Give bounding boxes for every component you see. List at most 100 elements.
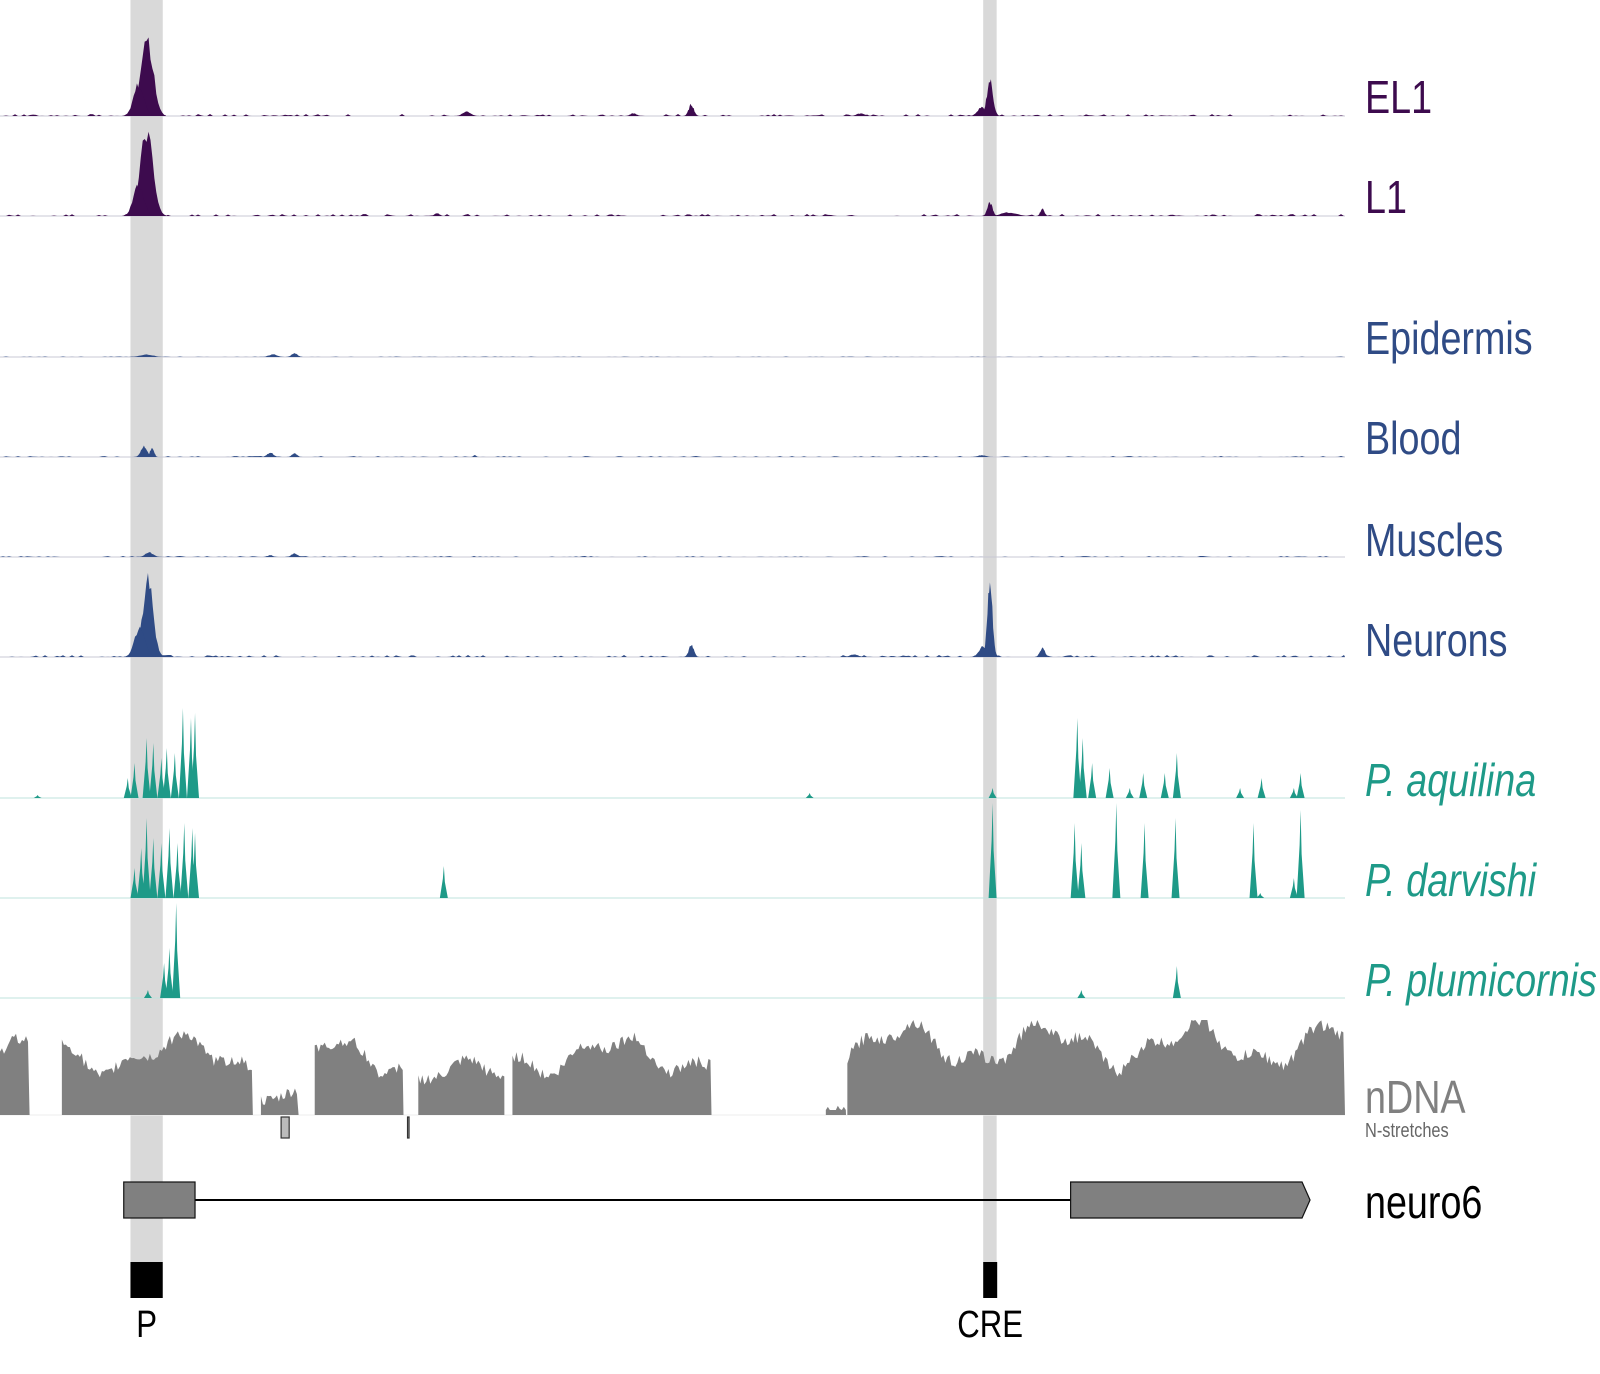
signal-peak (429, 213, 446, 216)
coverage-segment (61, 1031, 253, 1115)
gene-label: neuro6 (1365, 1176, 1482, 1227)
signal-peak (970, 646, 997, 657)
conservation-spike (1088, 763, 1097, 798)
signal-peak (136, 552, 163, 557)
conservation-spike (157, 843, 166, 898)
signal-peak (981, 201, 998, 216)
conservation-spike (1070, 823, 1079, 898)
conservation-spike (1289, 878, 1298, 898)
conservation-spike (142, 738, 151, 798)
conservation-spike (191, 713, 200, 798)
conservation-spike (1257, 778, 1266, 798)
track-label: L1 (1365, 171, 1407, 222)
conservation-spike (1073, 718, 1082, 798)
track-label: Muscles (1365, 514, 1503, 565)
signal-peak (469, 455, 480, 457)
conservation-spike (165, 948, 174, 998)
conservation-spike (165, 828, 174, 898)
gene-exon (123, 1181, 196, 1219)
conservation-spike (149, 743, 158, 798)
n-stretch (406, 1116, 410, 1139)
coverage-segment (512, 1032, 712, 1115)
signal-peak (683, 103, 700, 116)
track-p-aquilina: P. aquilina (0, 708, 1536, 806)
conservation-spike (1105, 768, 1114, 798)
noise-signal (0, 114, 1345, 116)
signal-peak (683, 644, 700, 657)
track-label: P. plumicornis (1365, 954, 1597, 1005)
conservation-spike (988, 803, 997, 898)
conservation-spike (1112, 803, 1121, 898)
gene-model: neuro6 (123, 1176, 1482, 1228)
signal-peak (284, 353, 305, 357)
signal-peak (145, 447, 159, 457)
coverage-segment (825, 1105, 847, 1115)
conservation-spike (178, 708, 187, 798)
conservation-spike (143, 990, 152, 998)
conservation-spike (191, 833, 200, 898)
conservation-spike (142, 818, 151, 898)
conservation-spike (162, 748, 171, 798)
signal-peak (122, 83, 155, 116)
region-label-p: P (136, 1304, 157, 1346)
signal-peak (981, 582, 998, 657)
signal-peak (122, 184, 155, 216)
track-label: EL1 (1365, 71, 1432, 122)
conservation-spike (180, 823, 189, 898)
conservation-spike (1078, 738, 1087, 798)
conservation-spike (1077, 990, 1086, 998)
conservation-spike (1296, 773, 1305, 798)
noise-signal (0, 556, 1345, 557)
conservation-spike (1172, 753, 1181, 798)
track-neurons: Neurons (0, 573, 1508, 666)
signal-peak (968, 106, 995, 116)
coverage-segment (260, 1088, 299, 1115)
signal-peak (453, 111, 480, 116)
noise-signal (0, 456, 1345, 457)
signal-peak (134, 445, 154, 457)
signal-peak (968, 455, 995, 457)
coverage-segment (847, 1020, 1345, 1115)
track-p-darvishi: P. darvishi (0, 803, 1538, 906)
signal-peak (260, 452, 281, 457)
signal-peak (623, 113, 644, 116)
region-marker-p (130, 1262, 163, 1298)
signal-peak (1034, 647, 1051, 657)
track-label: P. aquilina (1365, 754, 1536, 805)
signal-peak (984, 212, 1033, 216)
signal-peak (262, 555, 279, 557)
coverage-segment (418, 1055, 505, 1115)
signal-peak (980, 79, 1000, 116)
conservation-spike (130, 868, 139, 898)
track-blood: Blood (0, 412, 1461, 464)
signal-peak (284, 553, 305, 557)
region-label-cre: CRE (957, 1304, 1023, 1346)
track-label: Epidermis (1365, 312, 1533, 363)
signal-peak (260, 354, 286, 357)
conservation-spike (157, 758, 166, 798)
track-label: P. darvishi (1365, 854, 1538, 905)
signal-peak (841, 654, 867, 657)
conservation-spike (1249, 823, 1258, 898)
conservation-spike (439, 866, 448, 898)
conservation-spike (123, 778, 132, 798)
coverage-segment (314, 1037, 404, 1115)
track-l1: L1 (0, 131, 1407, 223)
conservation-spike (33, 795, 42, 798)
conservation-spike (1172, 966, 1181, 998)
n-stretch (280, 1116, 290, 1139)
conservation-spike (1296, 810, 1305, 898)
signal-peak (123, 626, 157, 657)
track-epidermis: Epidermis (0, 312, 1533, 364)
conservation-spike (160, 963, 169, 998)
signal-peak (847, 113, 874, 116)
conservation-spike (1256, 893, 1265, 898)
track-muscles: Muscles (0, 514, 1503, 566)
conservation-spike (1140, 823, 1149, 898)
track-p-plumicornis: P. plumicornis (0, 903, 1597, 1006)
track-label: Neurons (1365, 614, 1508, 665)
conservation-spike (1160, 773, 1169, 798)
track-el1: EL1 (0, 37, 1432, 123)
conservation-spike (1139, 773, 1148, 798)
